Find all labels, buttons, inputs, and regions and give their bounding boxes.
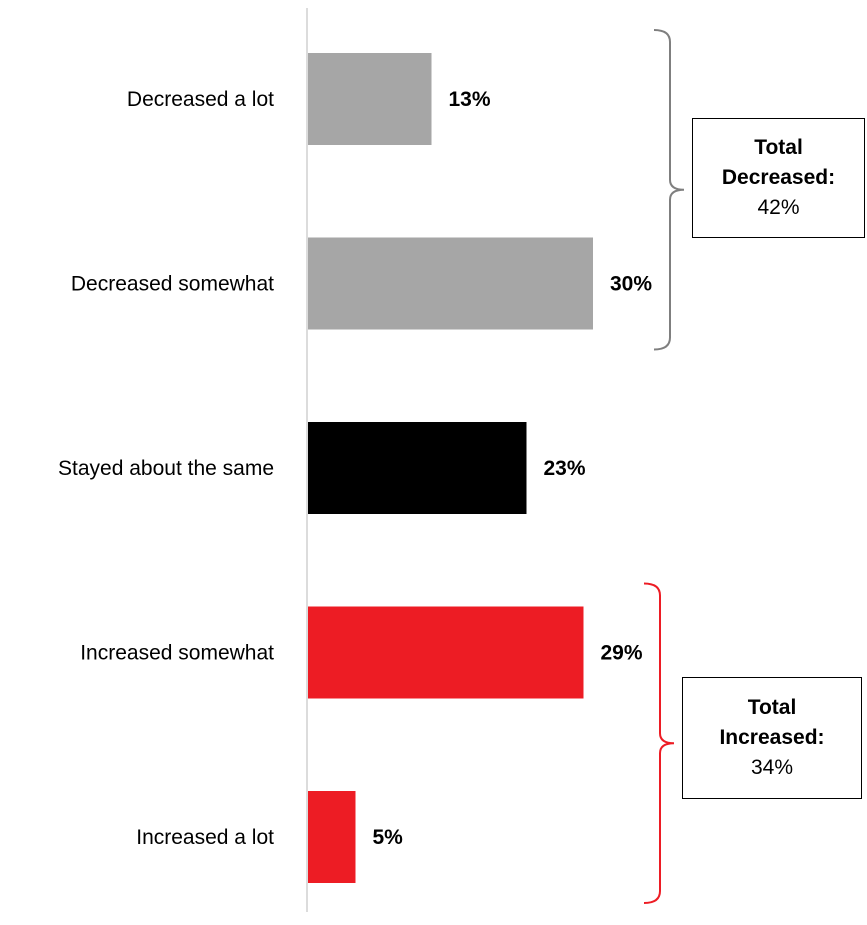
category-label-increased-a-lot: Increased a lot [136,826,274,849]
value-label-increased-somewhat: 29% [601,642,643,665]
total-increased-box: Total Increased: 34% [682,677,862,799]
category-label-decreased-somewhat: Decreased somewhat [71,273,274,296]
increased-bracket [643,582,675,904]
bars-group [308,53,593,883]
category-labels-group: Decreased a lot Decreased somewhat Stayed … [58,88,274,849]
total-increased-value: 34% [750,756,794,779]
bar-decreased-somewhat [308,237,593,330]
total-decreased-title-line2: Decreased: [721,166,836,189]
total-decreased-title-line1: Total [754,136,803,159]
bar-decreased-a-lot [308,53,432,145]
total-decreased-box: Total Decreased: 42% [692,118,865,238]
value-label-decreased-somewhat: 30% [610,273,652,296]
value-label-increased-a-lot: 5% [373,826,404,849]
value-label-decreased-a-lot: 13% [449,88,491,111]
value-label-stayed-about-the-same: 23% [544,457,586,480]
decreased-bracket [653,29,685,351]
category-label-stayed-about-the-same: Stayed about the same [58,457,274,480]
bar-increased-a-lot [308,791,356,883]
total-decreased-value: 42% [757,196,800,219]
total-increased-title-line1: Total [747,696,797,719]
bar-stayed-about-the-same [308,422,527,514]
bar-increased-somewhat [308,606,584,699]
total-increased-title-line2: Increased: [719,726,825,749]
category-label-increased-somewhat: Increased somewhat [80,642,274,665]
value-labels-group: 13% 30% 23% 29% 5% [373,88,653,849]
category-label-decreased-a-lot: Decreased a lot [127,88,274,111]
